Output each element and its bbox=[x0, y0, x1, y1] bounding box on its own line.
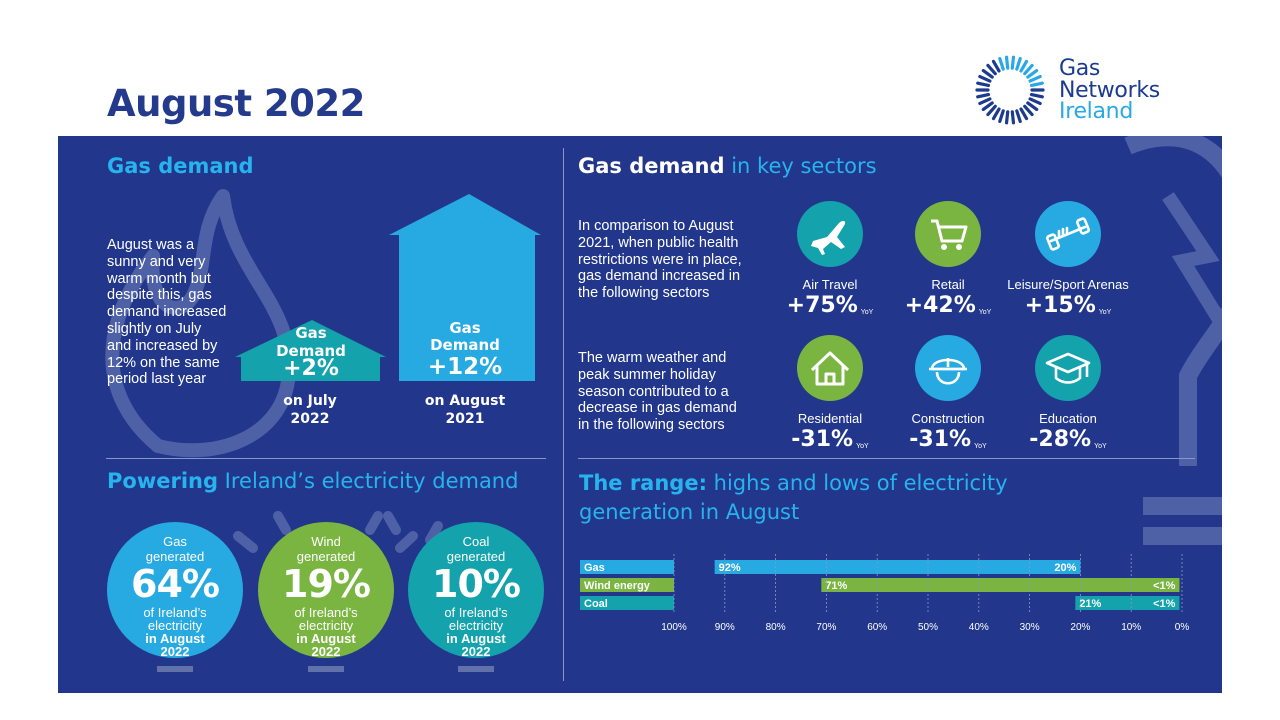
range-low-label: <1% bbox=[1153, 598, 1176, 610]
logo-text-line1: Gas bbox=[1059, 56, 1101, 81]
yoy-label: YoY bbox=[978, 309, 992, 316]
gas-demand-description: August was a sunny and very warm month b… bbox=[107, 237, 227, 388]
circle-when-text: in August 2022 bbox=[446, 631, 506, 659]
range-high-label: 71% bbox=[825, 580, 847, 592]
yoy-label: YoY bbox=[974, 443, 987, 450]
series-label-box bbox=[580, 560, 674, 574]
tick-label: 30% bbox=[1020, 622, 1040, 633]
house-icon bbox=[797, 335, 863, 401]
bulb-base bbox=[308, 666, 344, 672]
sector-label: Air Travel bbox=[802, 277, 858, 292]
range-bar bbox=[1075, 596, 1180, 610]
sector-value: +15% YoY bbox=[1024, 293, 1112, 318]
big-house-label: Gas Demand bbox=[430, 319, 500, 354]
circle-value: 64% bbox=[131, 562, 220, 606]
small-house-label: Gas Demand bbox=[276, 324, 346, 360]
circle-value: 19% bbox=[282, 562, 371, 606]
yoy-label: YoY bbox=[860, 309, 874, 316]
range-bar bbox=[821, 578, 1180, 592]
range-low-label: <1% bbox=[1153, 580, 1176, 592]
generation-circle: Coal generated 10% of Ireland’s electricit… bbox=[408, 522, 544, 658]
bulb-base bbox=[157, 666, 193, 672]
sector-value: +42% YoY bbox=[904, 293, 992, 318]
series-label-box bbox=[580, 578, 674, 592]
graduation-cap-icon bbox=[1035, 335, 1101, 401]
logo-text-line2: Networks bbox=[1059, 78, 1160, 103]
tick-label: 100% bbox=[661, 622, 687, 633]
page-title: August 2022 bbox=[107, 82, 365, 125]
lightbulb-icon bbox=[1124, 136, 1222, 545]
range-bar bbox=[714, 560, 1081, 574]
range-high-label: 21% bbox=[1079, 598, 1101, 610]
circle-of-text: of Ireland’s electricity bbox=[294, 605, 358, 633]
tick-label: 50% bbox=[918, 622, 938, 633]
range-low-label: 20% bbox=[1054, 562, 1076, 574]
sector-label: Retail bbox=[931, 277, 965, 292]
hard-hat-icon bbox=[915, 335, 981, 401]
gas-demand-heading: Gas demand bbox=[107, 154, 254, 178]
big-house-shape bbox=[389, 194, 541, 381]
circle-of-text: of Ireland’s electricity bbox=[444, 605, 508, 633]
range-heading: The range: highs and lows of electricity… bbox=[579, 471, 1008, 524]
generation-circle: Gas generated 64% of Ireland’s electricity… bbox=[107, 522, 243, 658]
horizontal-divider-right bbox=[578, 458, 1195, 459]
sector-label: Construction bbox=[911, 411, 985, 426]
generation-circle: Wind generated 19% of Ireland’s electricit… bbox=[258, 522, 394, 658]
big-house-value: +12% bbox=[427, 354, 503, 380]
small-house-value: +2% bbox=[283, 356, 339, 381]
series-label: Wind energy bbox=[584, 580, 651, 592]
circle-label: Coal generated bbox=[446, 534, 506, 564]
yoy-label: YoY bbox=[1094, 443, 1107, 450]
range-chart: Gas 92% 20% Wind energy 71% <1% Coal 21% <1% 100%… bbox=[580, 554, 1190, 633]
sectors-increase-text: In comparison to August 2021, when publi… bbox=[578, 218, 742, 302]
small-house-caption: on July 2022 bbox=[283, 393, 337, 427]
circle-label: Gas generated bbox=[145, 534, 205, 564]
tick-label: 40% bbox=[969, 622, 989, 633]
yoy-label: YoY bbox=[1098, 309, 1112, 316]
tick-label: 70% bbox=[816, 622, 836, 633]
sector-value: +75% YoY bbox=[786, 293, 874, 318]
series-label: Coal bbox=[584, 598, 608, 610]
small-house-shape bbox=[235, 320, 386, 381]
circle-value: 10% bbox=[432, 562, 521, 606]
tick-label: 90% bbox=[715, 622, 735, 633]
powering-heading: Powering Ireland’s electricity demand bbox=[107, 469, 519, 493]
sector-value: -31% YoY bbox=[909, 427, 987, 452]
circle-when-text: in August 2022 bbox=[145, 631, 205, 659]
sector-label: Leisure/Sport Arenas bbox=[1007, 277, 1129, 292]
sector-label: Education bbox=[1039, 411, 1097, 426]
dumbbell-icon bbox=[1035, 201, 1101, 267]
big-house-caption: on August 2021 bbox=[424, 393, 506, 427]
horizontal-divider-left bbox=[106, 458, 546, 459]
sectors-decrease-text: The warm weather and peak summer holiday… bbox=[578, 350, 737, 434]
bulb-base bbox=[458, 666, 494, 672]
circle-when-text: in August 2022 bbox=[296, 631, 356, 659]
gas-networks-ireland-logo: Gas Networks Ireland bbox=[974, 54, 1174, 126]
sectors-heading: Gas demand in key sectors bbox=[578, 154, 877, 178]
sector-label: Residential bbox=[797, 411, 863, 426]
series-label-box bbox=[580, 596, 674, 610]
flame-icon bbox=[105, 189, 297, 458]
vertical-divider bbox=[563, 148, 564, 681]
sector-value: -28% YoY bbox=[1029, 427, 1107, 452]
logo-ring-icon bbox=[975, 55, 1045, 125]
infographic-panel: Gas demand August was a sunny and very w… bbox=[58, 136, 1222, 693]
tick-label: 60% bbox=[867, 622, 887, 633]
tick-label: 0% bbox=[1175, 622, 1190, 633]
shopping-cart-icon bbox=[915, 201, 981, 267]
series-label: Gas bbox=[584, 562, 605, 574]
yoy-label: YoY bbox=[856, 443, 869, 450]
house-bars bbox=[235, 194, 541, 381]
tick-label: 80% bbox=[766, 622, 786, 633]
tick-label: 10% bbox=[1121, 622, 1141, 633]
range-high-label: 92% bbox=[719, 562, 741, 574]
logo-text-line3: Ireland bbox=[1059, 99, 1133, 124]
airplane-icon bbox=[797, 201, 863, 267]
circle-label: Wind generated bbox=[296, 534, 356, 564]
lightning-icon bbox=[1162, 192, 1222, 330]
circle-of-text: of Ireland’s electricity bbox=[143, 605, 207, 633]
tick-label: 20% bbox=[1070, 622, 1090, 633]
sector-value: -31% YoY bbox=[791, 427, 869, 452]
